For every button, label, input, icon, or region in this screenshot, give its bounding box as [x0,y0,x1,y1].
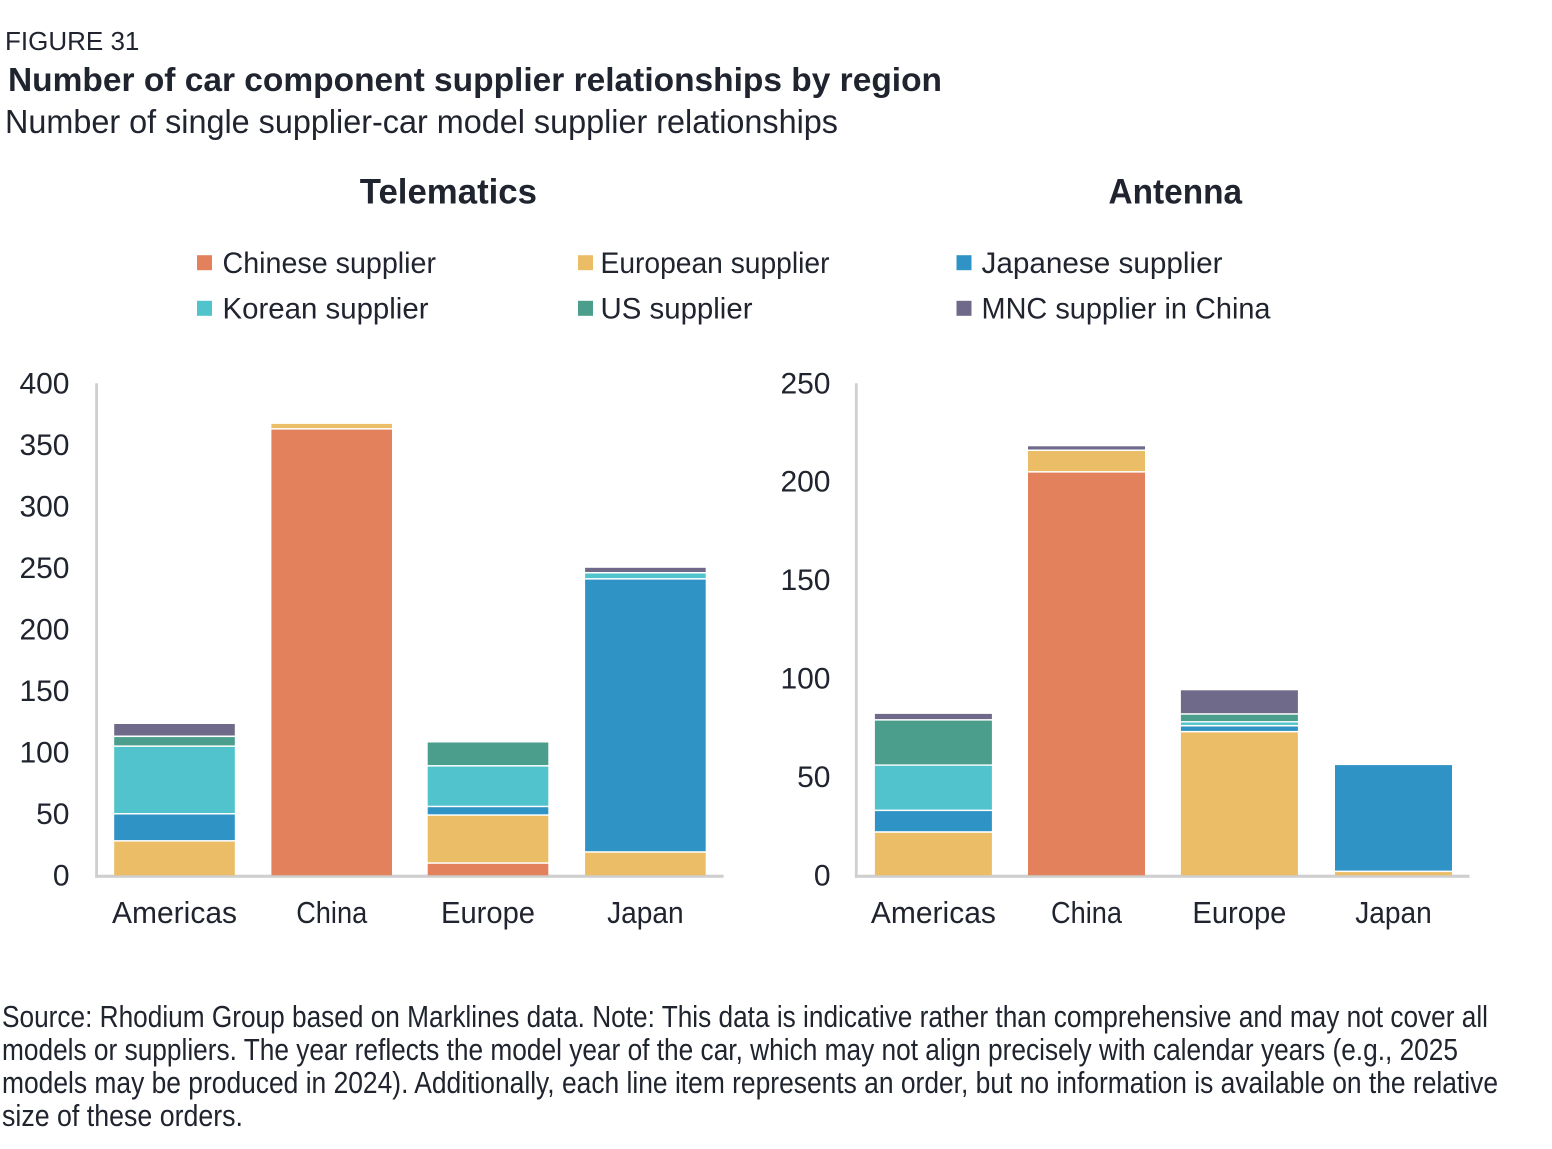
svg-text:European supplier: European supplier [601,247,830,280]
svg-text:Source: Rhodium Group based on: Source: Rhodium Group based on Marklines… [2,1000,1488,1034]
svg-text:50: 50 [797,761,830,794]
svg-text:China: China [296,895,368,930]
svg-text:Number of single supplier-car: Number of single supplier-car model supp… [5,104,838,141]
svg-text:250: 250 [780,367,830,400]
svg-text:Japan: Japan [607,895,684,930]
svg-text:MNC supplier in China: MNC supplier in China [982,293,1271,326]
svg-text:US supplier: US supplier [601,293,753,326]
svg-text:Number of car component suppli: Number of car component supplier relatio… [8,62,942,99]
svg-text:China: China [1051,895,1123,930]
svg-text:0: 0 [53,859,70,892]
svg-text:models may be produced in 2024: models may be produced in 2024). Additio… [2,1066,1498,1100]
svg-text:350: 350 [19,429,69,462]
svg-text:Japanese supplier: Japanese supplier [982,247,1223,280]
svg-text:Telematics: Telematics [360,172,537,212]
svg-text:400: 400 [19,367,69,400]
svg-text:Americas: Americas [871,895,996,930]
svg-text:Europe: Europe [441,895,535,930]
svg-text:100: 100 [19,736,69,769]
svg-text:size of these orders.: size of these orders. [2,1099,243,1133]
svg-text:Europe: Europe [1192,895,1286,930]
svg-text:150: 150 [19,675,69,708]
svg-text:200: 200 [780,466,830,499]
svg-text:0: 0 [814,859,831,892]
svg-text:200: 200 [19,613,69,646]
svg-text:Japan: Japan [1355,895,1432,930]
svg-text:50: 50 [36,798,69,831]
svg-text:Americas: Americas [112,895,237,930]
svg-text:150: 150 [780,564,830,597]
svg-text:Antenna: Antenna [1109,172,1243,212]
svg-text:Chinese supplier: Chinese supplier [223,247,437,280]
svg-text:FIGURE 31: FIGURE 31 [5,26,139,56]
svg-text:models or suppliers. The year: models or suppliers. The year reflects t… [2,1033,1458,1067]
svg-text:250: 250 [19,552,69,585]
svg-text:Korean supplier: Korean supplier [223,293,429,326]
svg-text:300: 300 [19,490,69,523]
svg-text:100: 100 [780,663,830,696]
